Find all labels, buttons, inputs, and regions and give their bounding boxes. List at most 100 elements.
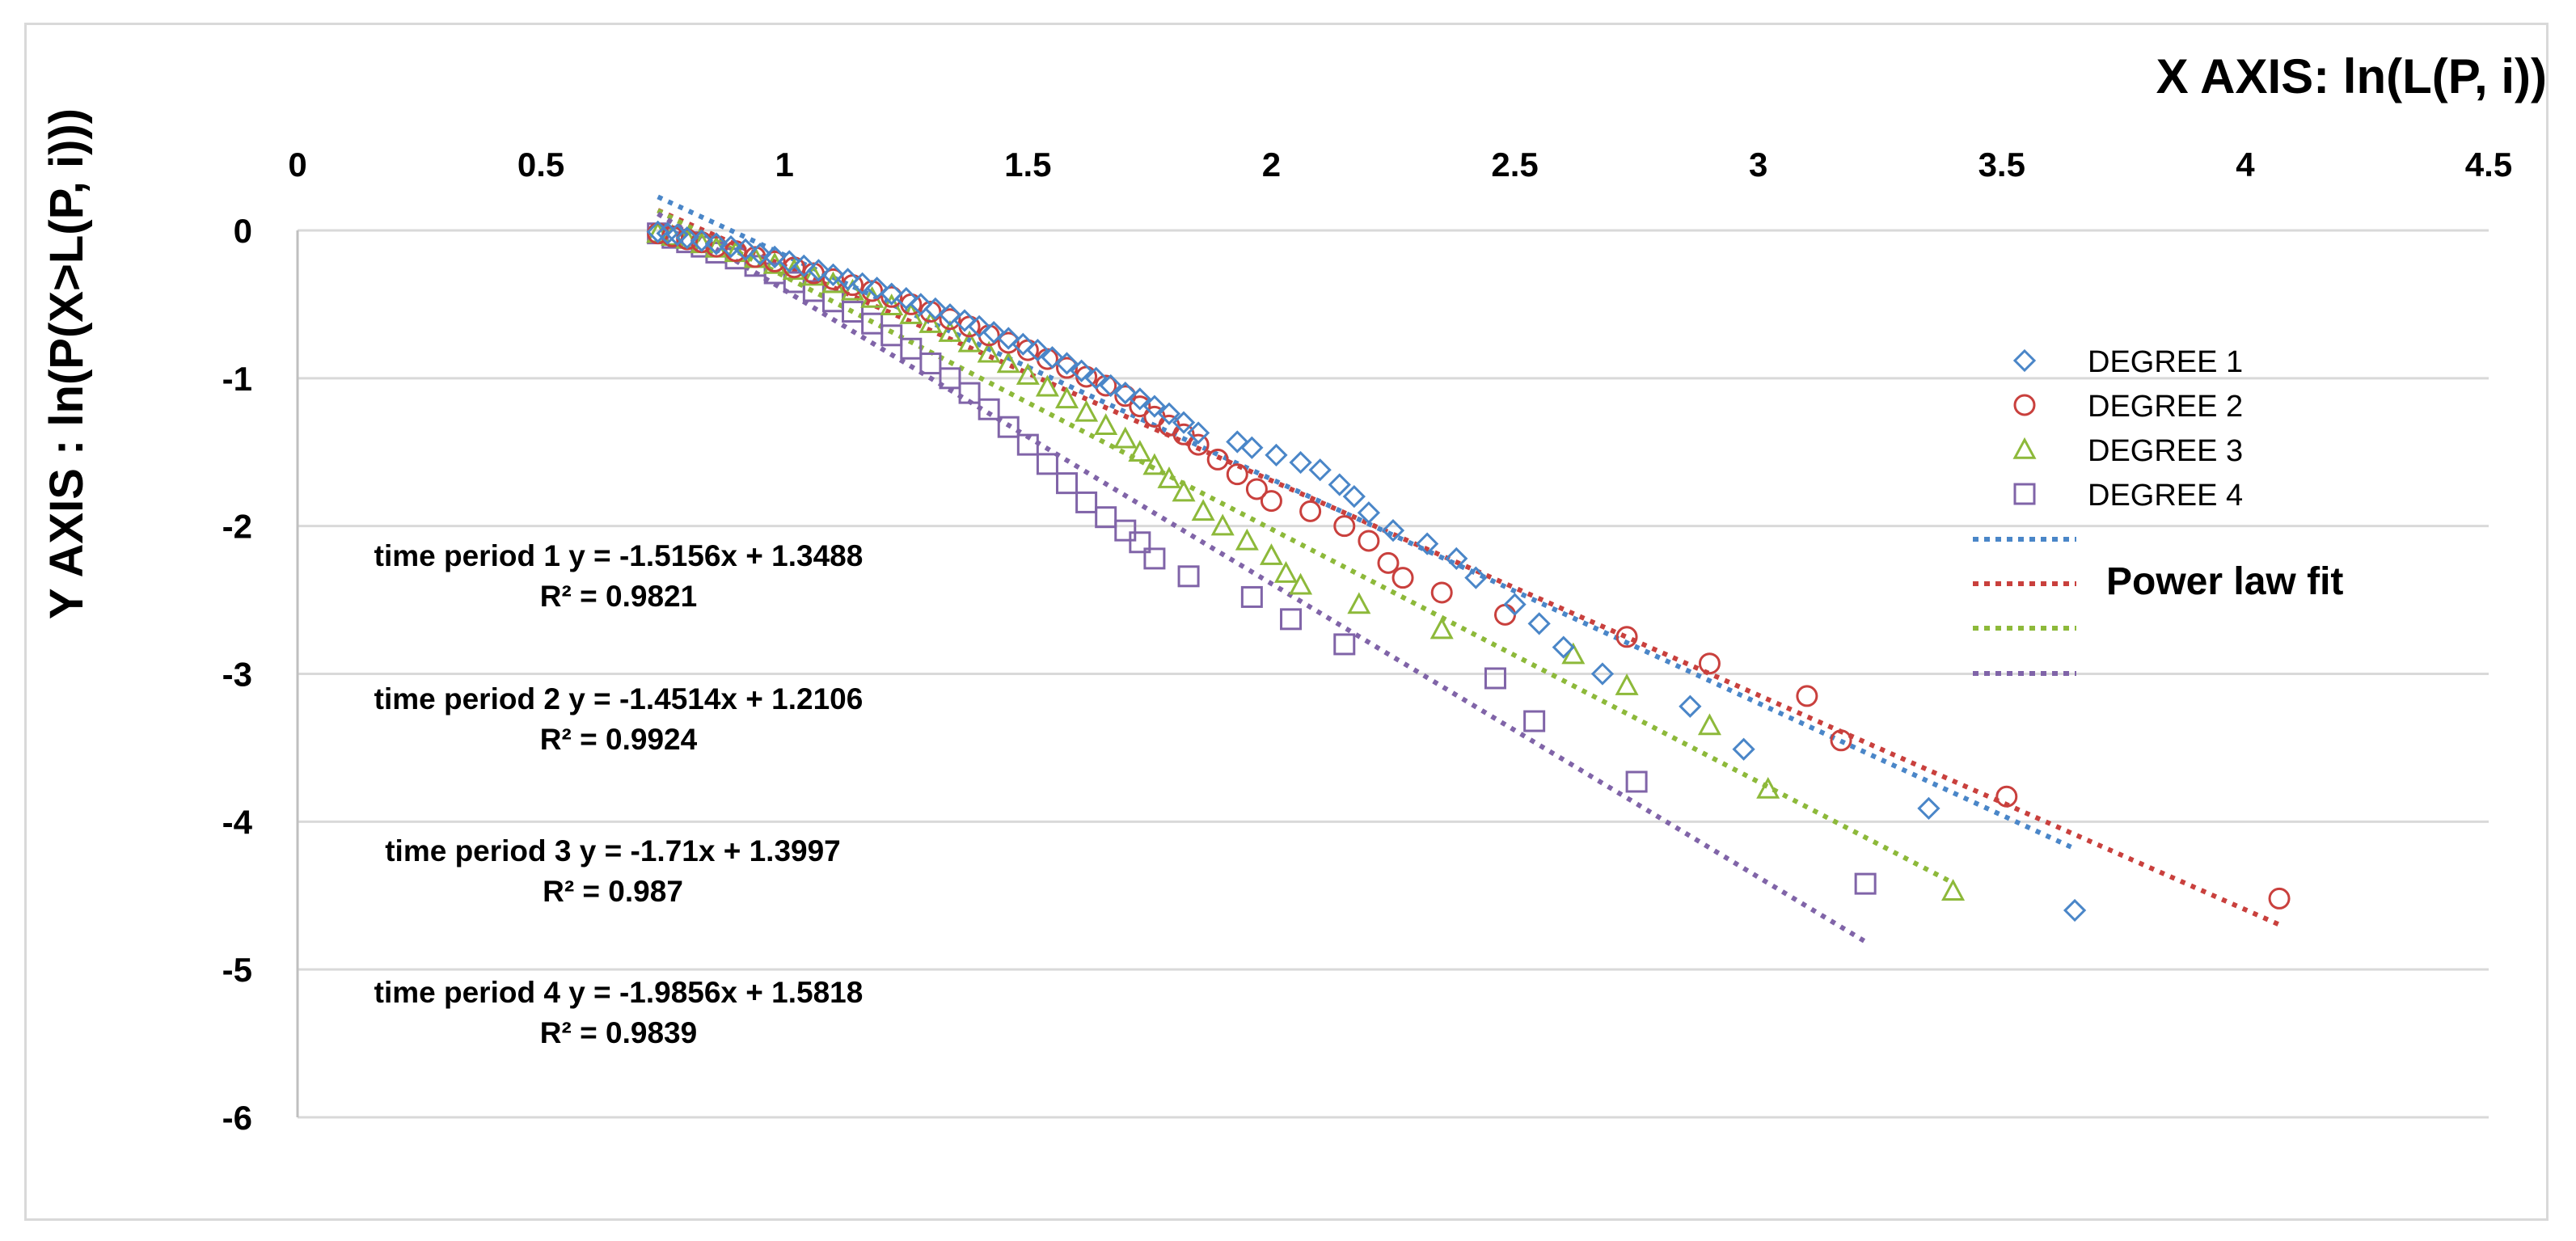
point-degree-4 (1625, 770, 1648, 793)
legend-label-degree-2: DEGREE 2 (2088, 390, 2243, 424)
point-degree-2 (1494, 603, 1517, 626)
point-degree-3 (1128, 440, 1152, 462)
legend-label-degree-4: DEGREE 4 (2088, 479, 2243, 513)
point-degree-1 (1157, 402, 1181, 425)
fit-r2-3: R² = 0.987 (543, 875, 683, 908)
point-degree-4 (1177, 565, 1200, 588)
gridlines (298, 229, 2489, 1119)
data-points (646, 220, 2291, 922)
x-tick-label: 3.5 (1978, 146, 2025, 184)
fit-equation-2: time period 2 y = -1.4514x + 1.2106 (374, 682, 864, 715)
point-degree-1 (1357, 501, 1381, 525)
point-degree-2 (1995, 785, 2018, 808)
legend-marker-degree-2 (2013, 394, 2036, 416)
point-degree-2 (1095, 374, 1117, 397)
legend-marker-degree-3 (2012, 437, 2037, 459)
point-degree-4 (1280, 608, 1303, 631)
point-degree-3 (1615, 673, 1639, 695)
y-tick-label: -5 (222, 951, 252, 989)
fit-equation-1: time period 1 y = -1.5156x + 1.3488 (374, 539, 864, 572)
point-degree-2 (997, 331, 1020, 354)
point-degree-3 (762, 251, 787, 274)
point-degree-1 (1289, 450, 1312, 475)
point-degree-2 (1377, 551, 1400, 574)
point-degree-2 (2268, 887, 2291, 910)
point-degree-4 (978, 398, 1000, 420)
point-degree-2 (861, 280, 884, 302)
point-degree-3 (996, 351, 1020, 374)
point-degree-1 (2063, 898, 2087, 922)
point-degree-1 (733, 238, 758, 261)
point-degree-4 (958, 382, 981, 404)
point-degree-3 (1756, 776, 1780, 799)
y-tick-label: -2 (222, 508, 252, 546)
point-degree-4 (880, 324, 903, 347)
point-degree-4 (1056, 472, 1079, 495)
point-degree-3 (918, 311, 943, 333)
point-degree-2 (1358, 530, 1380, 552)
point-degree-1 (967, 314, 991, 338)
point-degree-2 (1187, 433, 1210, 456)
point-degree-1 (894, 286, 918, 310)
fit-r2-2: R² = 0.9924 (540, 723, 698, 756)
point-degree-1 (1527, 612, 1551, 635)
point-degree-1 (1265, 443, 1288, 467)
point-degree-1 (675, 226, 699, 250)
point-degree-3 (1941, 879, 1966, 901)
series-degree-1 (646, 220, 2087, 922)
point-degree-2 (1260, 490, 1282, 513)
point-degree-1 (656, 222, 679, 245)
point-degree-3 (1016, 363, 1040, 385)
point-degree-4 (1333, 633, 1356, 656)
point-degree-1 (865, 276, 889, 300)
point-degree-2 (1129, 395, 1151, 418)
point-degree-2 (1430, 581, 1453, 604)
point-degree-4 (1143, 547, 1166, 570)
point-degree-1 (1026, 338, 1049, 362)
y-tick-label: -1 (222, 360, 252, 398)
point-degree-2 (1206, 448, 1229, 471)
point-degree-1 (836, 268, 859, 291)
point-degree-1 (1172, 411, 1196, 434)
x-tick-label: 2.5 (1491, 146, 1538, 184)
point-degree-1 (909, 293, 932, 316)
point-degree-4 (1129, 531, 1151, 554)
point-degree-4 (1036, 453, 1058, 475)
point-degree-3 (1235, 528, 1259, 551)
point-degree-2 (821, 268, 844, 290)
point-degree-1 (1055, 352, 1079, 375)
point-degree-3 (1429, 617, 1454, 639)
legend-marker-degree-1 (2012, 348, 2037, 373)
point-degree-2 (1172, 423, 1195, 445)
point-degree-2 (1830, 729, 1852, 752)
x-tick-label: 1.5 (1004, 146, 1051, 184)
point-degree-1 (1328, 473, 1351, 496)
point-degree-4 (1854, 872, 1877, 895)
point-degree-2 (939, 308, 961, 331)
point-degree-1 (1041, 346, 1064, 369)
point-degree-1 (1142, 395, 1167, 418)
point-degree-1 (763, 245, 787, 269)
point-degree-1 (704, 232, 728, 255)
point-degree-3 (1157, 466, 1181, 488)
point-degree-1 (821, 263, 845, 286)
y-tick-label: -3 (222, 656, 252, 694)
x-axis-title: X AXIS: ln(L(P, i)) (2156, 49, 2547, 103)
point-degree-4 (1095, 506, 1117, 529)
point-degree-4 (861, 312, 884, 335)
point-degree-1 (1011, 332, 1035, 356)
y-axis-title: Y AXIS : ln(P(X>L(P, i))) (40, 108, 93, 619)
point-degree-1 (778, 250, 801, 273)
point-degree-3 (938, 320, 962, 342)
trendlines (657, 194, 2281, 944)
point-degree-1 (1381, 519, 1405, 542)
point-degree-3 (1035, 374, 1059, 397)
point-degree-1 (923, 297, 948, 321)
fit-equation-4: time period 4 y = -1.9856x + 1.5818 (374, 976, 864, 1009)
point-degree-2 (1615, 626, 1638, 648)
point-degree-3 (1142, 453, 1167, 475)
point-degree-2 (763, 250, 786, 272)
point-degree-1 (1679, 694, 1702, 718)
point-degree-1 (1445, 547, 1468, 571)
point-degree-1 (1503, 593, 1527, 616)
